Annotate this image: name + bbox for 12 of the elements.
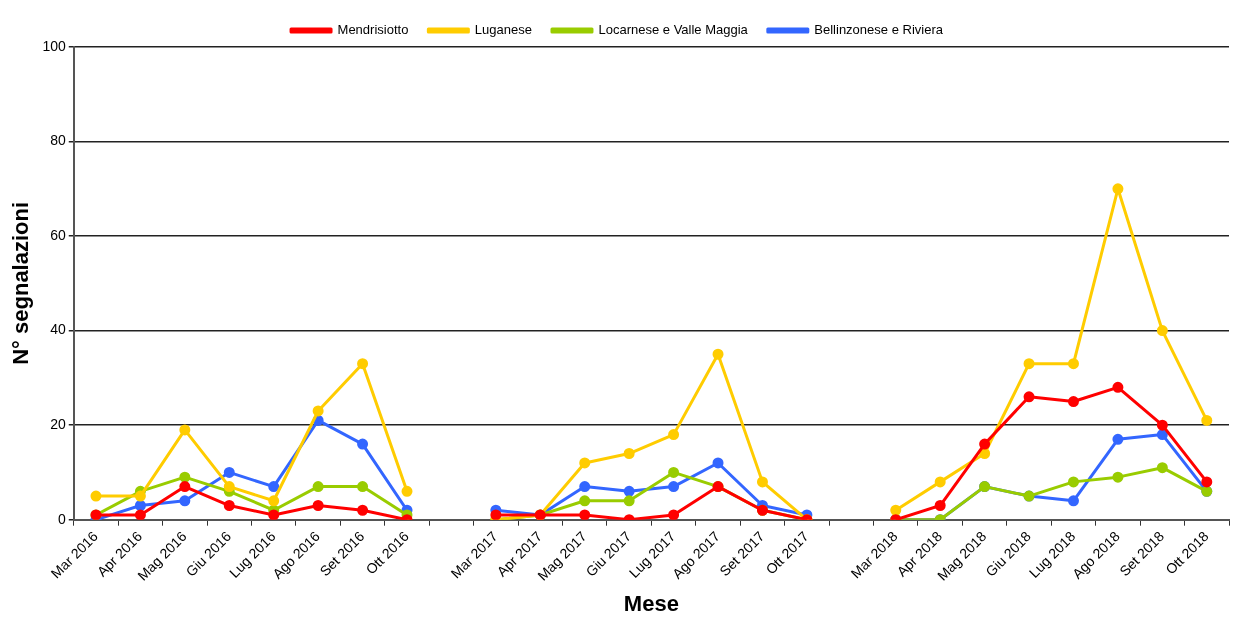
y-tick-label: 0 [57,510,66,527]
y-tick-label: 40 [50,321,66,338]
y-axis-title: N° segnalazioni [8,201,34,365]
y-tick-label: 100 [42,37,66,54]
legend-label: Bellinzonese e Riviera [814,22,944,38]
legend-label: Locarnese e Valle Maggia [598,22,749,38]
legend-label: Luganese [474,22,532,38]
x-axis-title: Mese [623,590,679,616]
y-tick-label: 20 [50,416,66,433]
y-tick-label: 60 [50,226,66,243]
legend-label: Mendrisiotto [337,22,409,38]
y-tick-label: 80 [50,132,66,149]
